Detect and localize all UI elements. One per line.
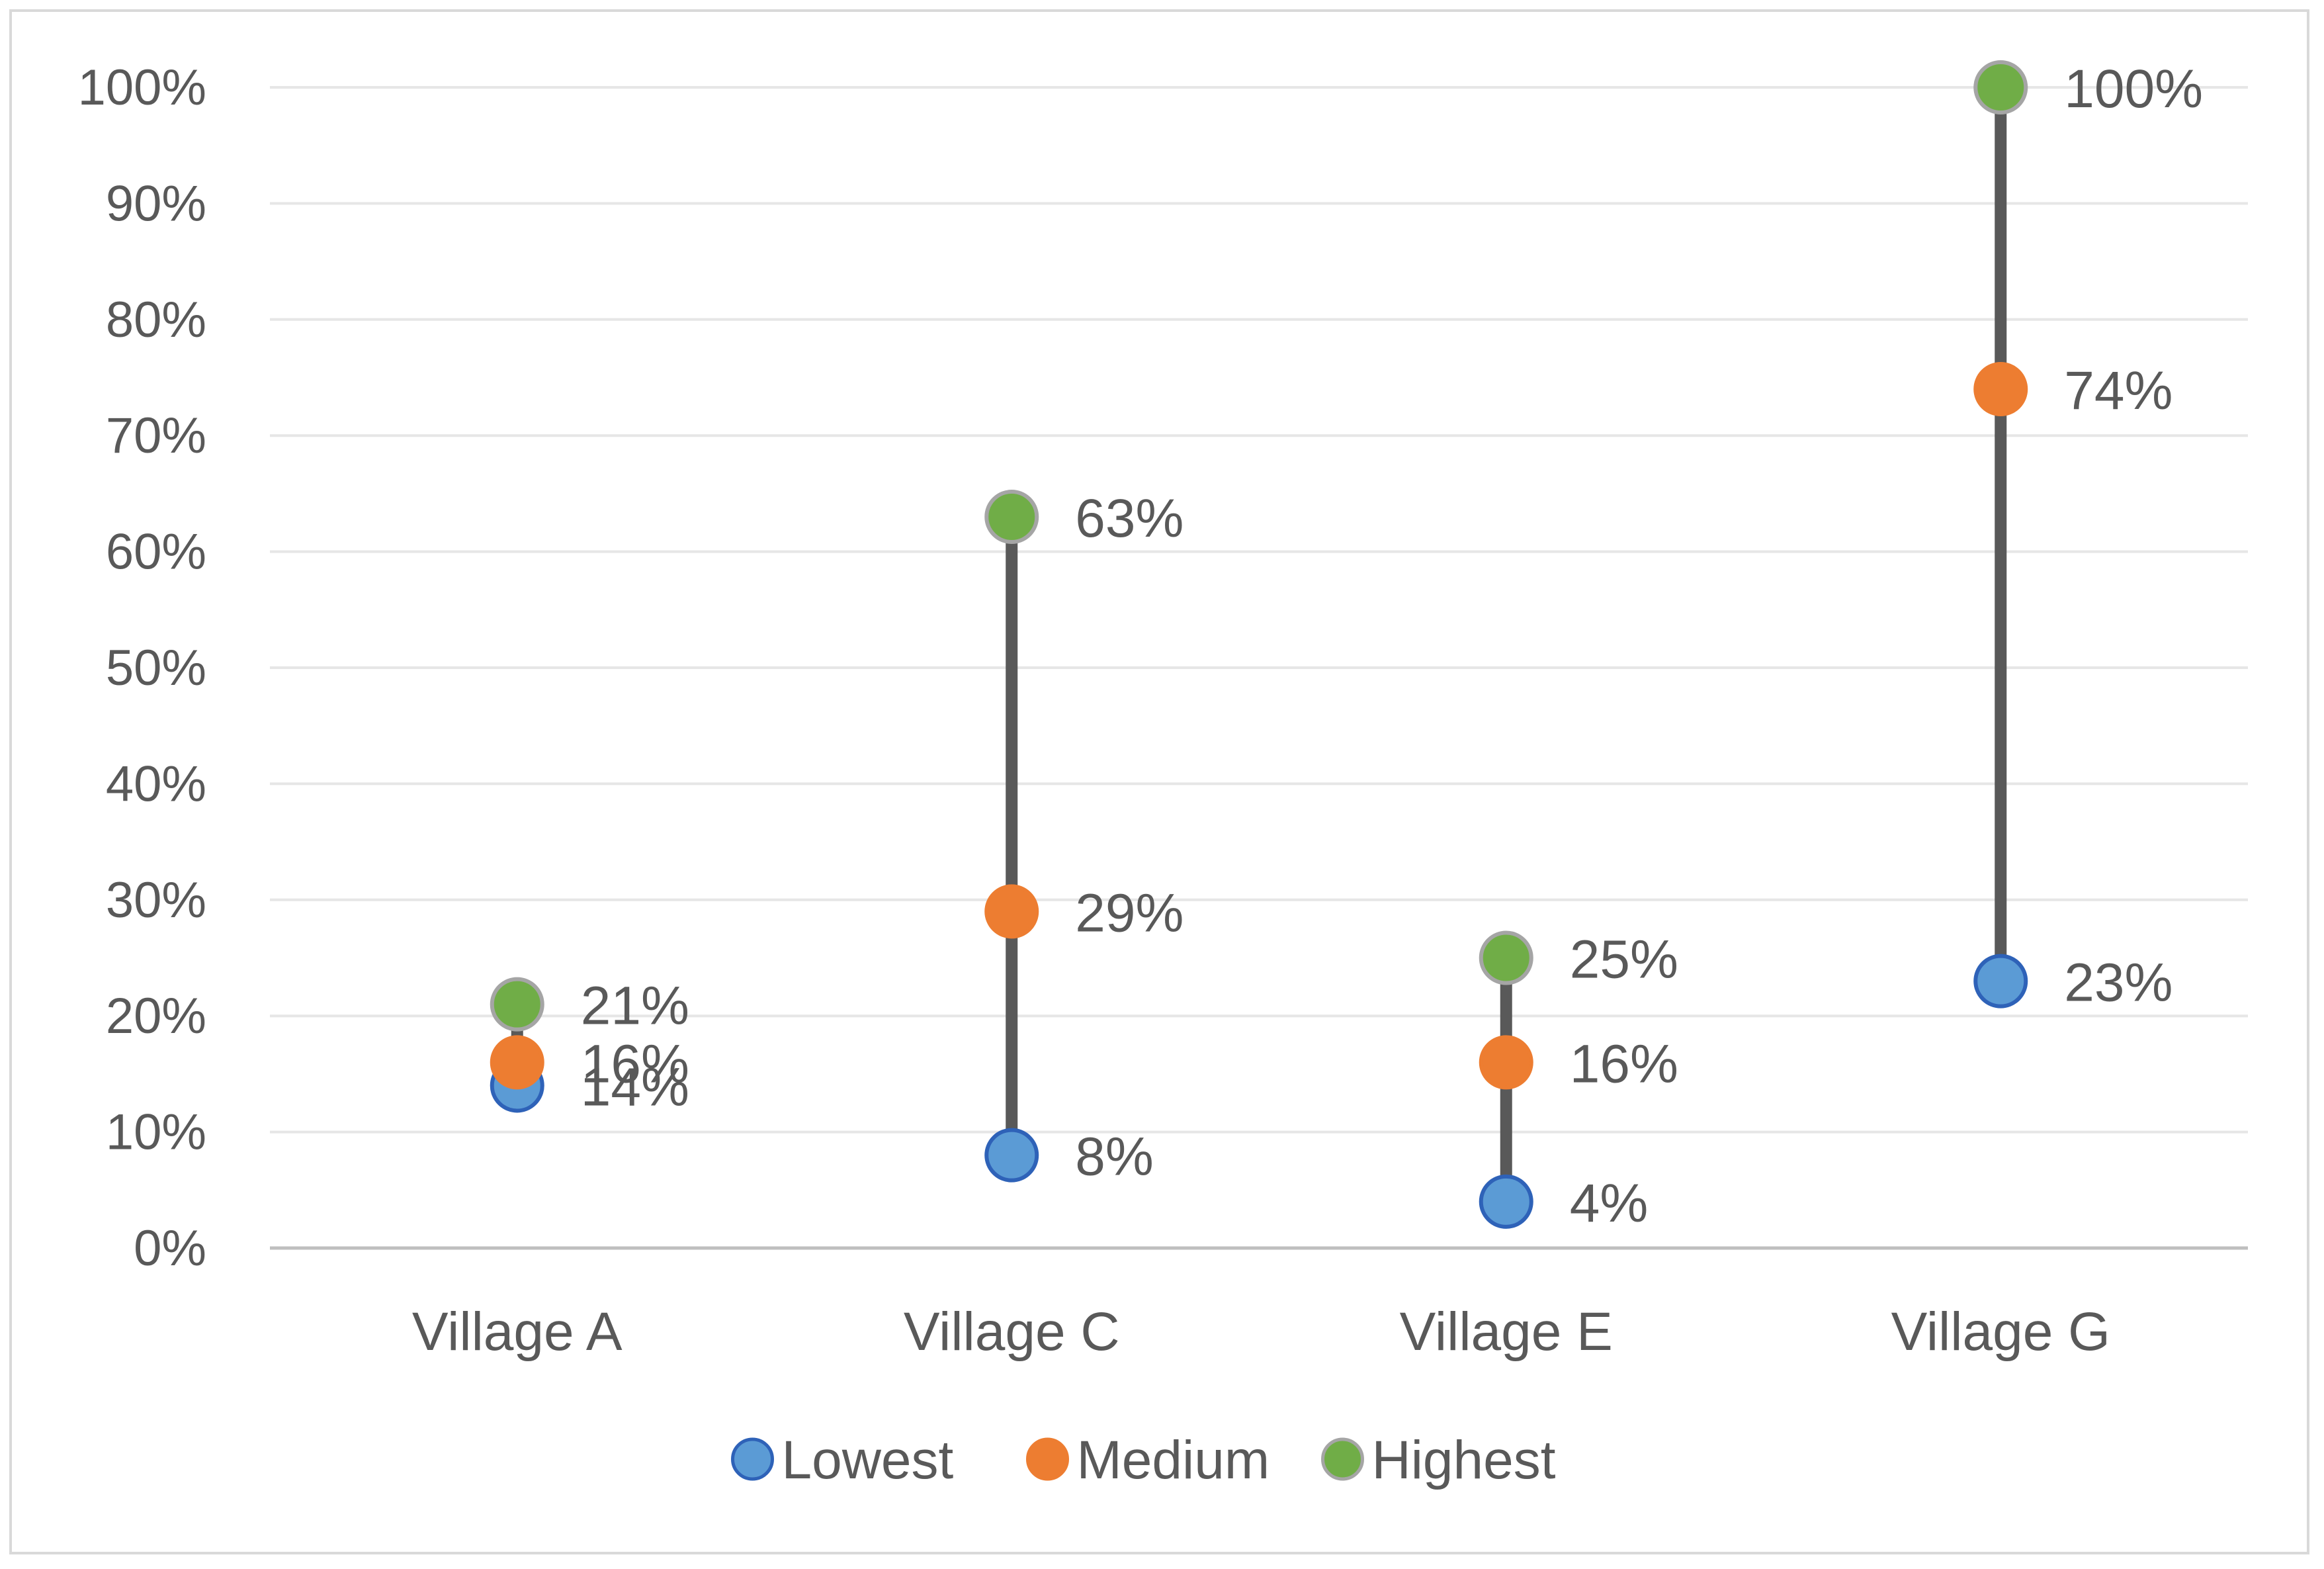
medium-data-label: 16%	[1570, 1034, 1678, 1094]
highest-point	[1479, 930, 1533, 985]
legend-item-lowest: Lowest	[731, 1430, 954, 1490]
legend-label-highest: Highest	[1372, 1430, 1556, 1490]
y-tick-label: 80%	[106, 292, 206, 348]
medium-point	[490, 1035, 544, 1090]
data-points	[490, 60, 2028, 1229]
y-tick-label: 0%	[134, 1220, 206, 1277]
lowest-point	[1973, 954, 2028, 1009]
lowest-data-label: 4%	[1570, 1173, 1649, 1233]
y-tick-label: 60%	[106, 524, 206, 580]
highest-point	[490, 977, 544, 1032]
range-lines	[511, 87, 2007, 1202]
legend-marker-lowest	[731, 1437, 774, 1481]
y-tick-label: 10%	[106, 1104, 206, 1161]
lowest-point	[1479, 1174, 1533, 1229]
highest-data-label: 21%	[581, 976, 689, 1036]
legend-marker-highest	[1321, 1437, 1364, 1481]
x-tick-label: Village C	[904, 1302, 1120, 1362]
y-tick-label: 30%	[106, 872, 206, 928]
lowest-point	[984, 1128, 1039, 1183]
gridlines	[270, 86, 2248, 1134]
highest-data-label: 100%	[2064, 59, 2203, 119]
medium-data-label: 74%	[2064, 361, 2173, 421]
highest-data-label: 25%	[1570, 930, 1678, 990]
legend: Lowest Medium Highest	[731, 1430, 1556, 1490]
data-labels: 14% 8% 4% 23% 16% 29% 16% 74% 21% 63% 25% 100%	[581, 59, 2203, 1233]
medium-point	[984, 884, 1039, 939]
y-tick-label: 50%	[106, 640, 206, 696]
legend-label-medium: Medium	[1077, 1430, 1270, 1490]
y-tick-label: 100%	[78, 60, 206, 116]
legend-marker-medium	[1026, 1437, 1069, 1481]
legend-item-medium: Medium	[1026, 1430, 1270, 1490]
medium-data-label: 16%	[581, 1034, 689, 1094]
y-tick-label: 40%	[106, 756, 206, 812]
x-tick-label: Village G	[1891, 1302, 2110, 1362]
chart-frame	[9, 9, 2309, 1554]
legend-label-lowest: Lowest	[782, 1430, 954, 1490]
x-tick-label: Village E	[1400, 1302, 1613, 1362]
lowest-data-label: 8%	[1075, 1127, 1154, 1187]
x-axis: Village A Village C Village E Village G	[270, 1246, 2248, 1362]
y-axis: 0% 10% 20% 30% 40% 50% 60% 70% 80% 90% 100%	[78, 60, 206, 1277]
legend-item-highest: Highest	[1321, 1430, 1556, 1490]
medium-data-label: 29%	[1075, 883, 1184, 943]
y-tick-label: 70%	[106, 408, 206, 464]
medium-point	[1973, 362, 2028, 417]
highest-point	[984, 489, 1039, 544]
lowest-data-label: 23%	[2064, 953, 2173, 1013]
highest-point	[1973, 60, 2028, 114]
medium-point	[1479, 1035, 1533, 1090]
y-tick-label: 90%	[106, 175, 206, 232]
lowest-data-label: 14%	[581, 1057, 689, 1117]
y-tick-label: 20%	[106, 988, 206, 1044]
x-tick-label: Village A	[412, 1302, 623, 1362]
highest-data-label: 63%	[1075, 488, 1184, 549]
